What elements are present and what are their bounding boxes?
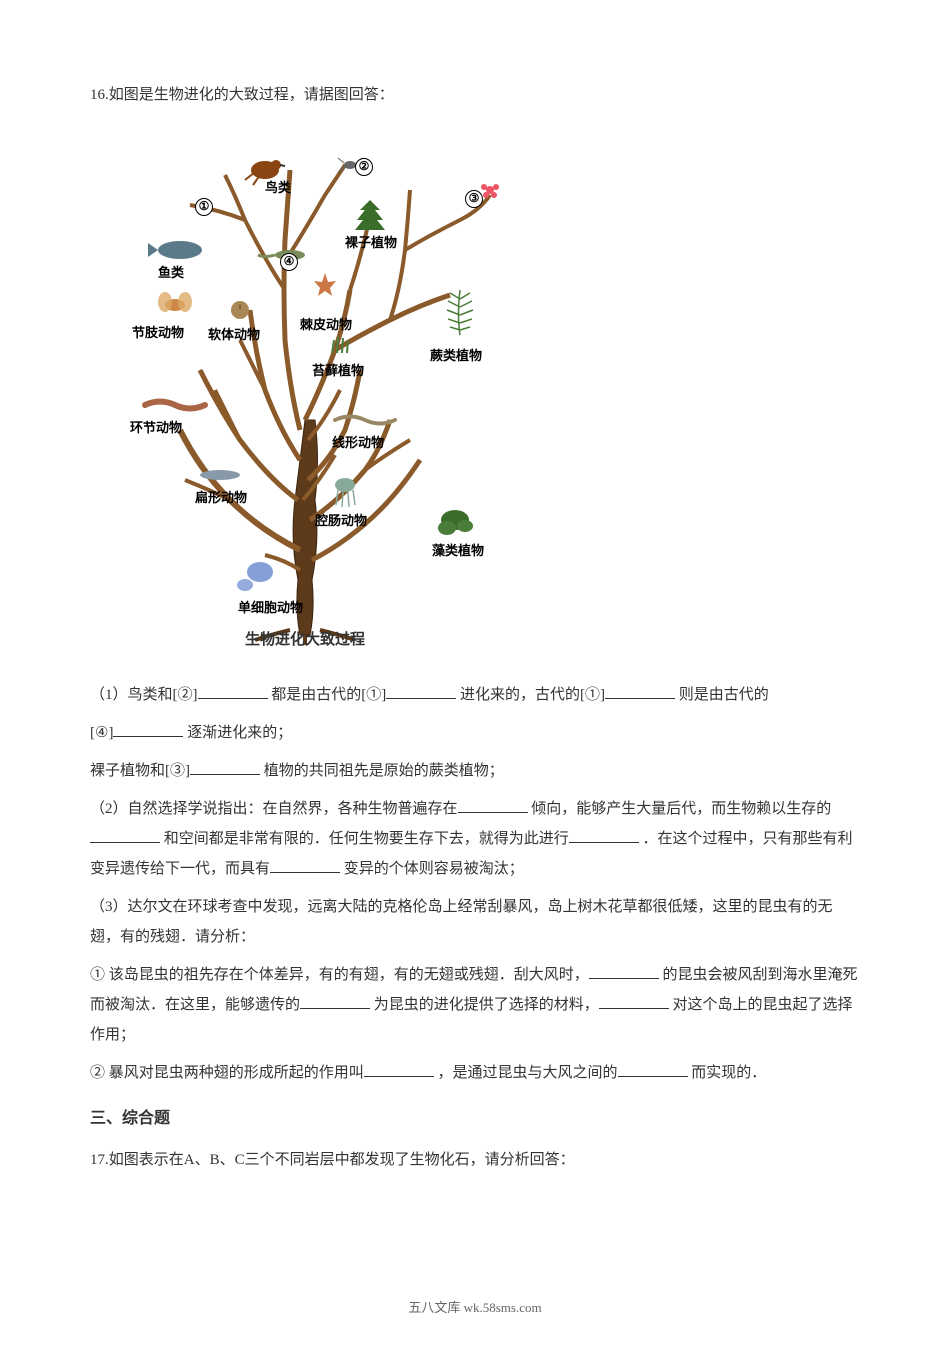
q16-intro: 16.如图是生物进化的大致过程，请据图回答： xyxy=(90,80,860,110)
blank xyxy=(458,795,528,813)
evolution-diagram: ① ② ③ ④ 鸟类 鱼类 节肢动物 软体动物 棘皮动物 环节动物 扁形动物 单… xyxy=(90,140,520,660)
p1-text-c: 进化来的，古代的[①] xyxy=(456,687,605,703)
label-moss: 苔藓植物 xyxy=(312,358,364,384)
label-coelenterate: 腔肠动物 xyxy=(315,508,367,534)
p2-text-e: 变异的个体则容易被淘汰； xyxy=(340,861,524,877)
q16-part1-g: 裸子植物和[③] 植物的共同祖先是原始的蕨类植物； xyxy=(90,756,860,786)
blank xyxy=(589,961,659,979)
label-flatworm: 扁形动物 xyxy=(195,485,247,511)
section-3-heading: 三、综合题 xyxy=(90,1103,860,1135)
p1-text-f: 逐渐进化来的； xyxy=(183,725,292,741)
q17-intro: 17.如图表示在A、B、C三个不同岩层中都发现了生物化石，请分析回答： xyxy=(90,1145,860,1175)
q16-part2: （2）自然选择学说指出：在自然界，各种生物普遍存在 倾向，能够产生大量后代，而生… xyxy=(90,794,860,884)
blank xyxy=(599,991,669,1009)
label-mollusk: 软体动物 xyxy=(208,322,260,348)
p3-1-text-c: 为昆虫的进化提供了选择的材料， xyxy=(370,997,599,1013)
p3-2-text-c: 而实现的． xyxy=(688,1065,767,1081)
blank xyxy=(90,825,160,843)
blank xyxy=(364,1059,434,1077)
p2-text-c: 和空间都是非常有限的．任何生物要生存下去，就得为此进行 xyxy=(160,831,569,847)
tree-svg xyxy=(90,140,520,660)
blank xyxy=(113,719,183,737)
blank xyxy=(198,681,268,699)
p1-text-e: [④] xyxy=(90,725,113,741)
q16-part1-cont: [④] 逐渐进化来的； xyxy=(90,718,860,748)
label-bird: 鸟类 xyxy=(265,175,291,201)
p1-text-d: 则是由古代的 xyxy=(675,687,769,703)
label-fern: 蕨类植物 xyxy=(430,343,482,369)
blank xyxy=(569,825,639,843)
p3-2-text-a: ② 暴风对昆虫两种翅的形成所起的作用叫 xyxy=(90,1065,364,1081)
blank xyxy=(386,681,456,699)
p1-text-h: 植物的共同祖先是原始的蕨类植物； xyxy=(260,763,504,779)
circle-3: ③ xyxy=(465,190,483,208)
circle-1: ① xyxy=(195,198,213,216)
label-fish: 鱼类 xyxy=(158,260,184,286)
p1-text-b: 都是由古代的[①] xyxy=(268,687,387,703)
p2-text-a: （2）自然选择学说指出：在自然界，各种生物普遍存在 xyxy=(90,801,458,817)
q16-part3-intro: （3）达尔文在环球考查中发现，远离大陆的克格伦岛上经常刮暴风，岛上树木花草都很低… xyxy=(90,892,860,952)
q16-number: 16. xyxy=(90,87,109,103)
blank xyxy=(270,855,340,873)
q16-intro-text: 如图是生物进化的大致过程，请据图回答： xyxy=(109,87,394,103)
q16-part3-2: ② 暴风对昆虫两种翅的形成所起的作用叫 ，是通过昆虫与大风之间的 而实现的． xyxy=(90,1058,860,1088)
p3-intro-text: （3）达尔文在环球考查中发现，远离大陆的克格伦岛上经常刮暴风，岛上树木花草都很低… xyxy=(90,899,833,945)
q17-number: 17. xyxy=(90,1152,109,1168)
label-nematode: 线形动物 xyxy=(332,430,384,456)
p1-text-g: 裸子植物和[③] xyxy=(90,763,190,779)
p3-1-text-a: ① 该岛昆虫的祖先存在个体差异，有的有翅，有的无翅或残翅．刮大风时， xyxy=(90,967,589,983)
q16-part3-1: ① 该岛昆虫的祖先存在个体差异，有的有翅，有的无翅或残翅．刮大风时， 的昆虫会被… xyxy=(90,960,860,1050)
blank xyxy=(190,757,260,775)
q17-intro-text: 如图表示在A、B、C三个不同岩层中都发现了生物化石，请分析回答： xyxy=(109,1152,575,1168)
circle-2: ② xyxy=(355,158,373,176)
label-annelid: 环节动物 xyxy=(130,415,182,441)
label-gymnosperm: 裸子植物 xyxy=(345,230,397,256)
label-echinoderm: 棘皮动物 xyxy=(300,312,352,338)
label-algae: 藻类植物 xyxy=(432,538,484,564)
p3-2-text-b: ，是通过昆虫与大风之间的 xyxy=(434,1065,618,1081)
blank xyxy=(605,681,675,699)
label-arthropod: 节肢动物 xyxy=(132,320,184,346)
circle-4: ④ xyxy=(280,253,298,271)
blank xyxy=(618,1059,688,1077)
diagram-title: 生物进化大致过程 xyxy=(245,625,365,655)
q16-part1: （1）鸟类和[②] 都是由古代的[①] 进化来的，古代的[①] 则是由古代的 xyxy=(90,680,860,710)
p2-text-b: 倾向，能够产生大量后代，而生物赖以生存的 xyxy=(528,801,832,817)
page-footer: 五八文库 wk.58sms.com xyxy=(90,1295,860,1321)
p1-text-a: （1）鸟类和[②] xyxy=(90,687,198,703)
blank xyxy=(300,991,370,1009)
label-protozoa: 单细胞动物 xyxy=(238,595,303,621)
